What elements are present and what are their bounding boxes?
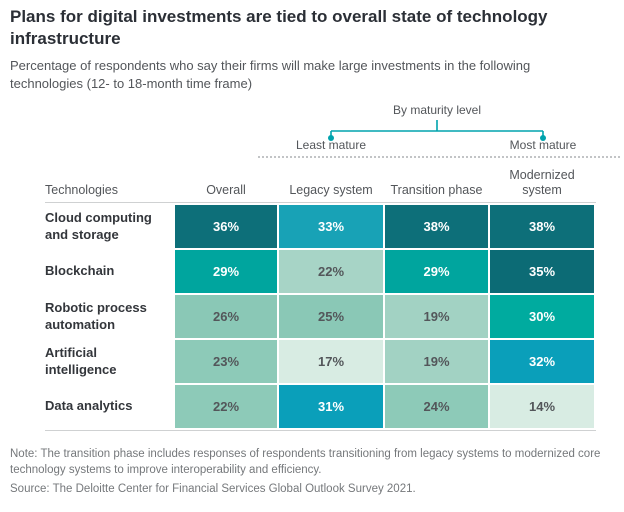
- heatmap-cell: 26%: [175, 295, 277, 338]
- column-header-legacy-system: Legacy system: [289, 183, 373, 198]
- figure-subtitle: Percentage of respondents who say their …: [10, 58, 531, 92]
- dotted-divider: [258, 156, 620, 158]
- heatmap-cell: 24%: [385, 385, 488, 428]
- heatmap-cell: 29%: [385, 250, 488, 293]
- heatmap-cell: 31%: [279, 385, 383, 428]
- heatmap-cell: 32%: [490, 340, 594, 383]
- column-header-technologies: Technologies: [45, 183, 118, 198]
- heatmap-cell: 36%: [175, 205, 277, 248]
- heatmap-cell: 38%: [490, 205, 594, 248]
- maturity-bracket-label: By maturity level: [392, 103, 482, 117]
- column-header-transition-phase: Transition phase: [390, 183, 483, 198]
- technology-label: Cloud computing and storage: [45, 210, 152, 242]
- heatmap-cell: 22%: [279, 250, 383, 293]
- column-header-overall: Overall: [206, 183, 246, 198]
- heatmap-cell: 23%: [175, 340, 277, 383]
- technology-label: Robotic process automation: [45, 300, 147, 332]
- heatmap-cell: 35%: [490, 250, 594, 293]
- least-mature-label: Least mature: [295, 138, 367, 152]
- heatmap-cell: 25%: [279, 295, 383, 338]
- heatmap-cell: 17%: [279, 340, 383, 383]
- heatmap-cell: 22%: [175, 385, 277, 428]
- heatmap-cell: 14%: [490, 385, 594, 428]
- heatmap-body: Cloud computing and storage 36% 33% 38% …: [45, 205, 596, 428]
- footnote: Note: The transition phase includes resp…: [10, 448, 601, 476]
- technology-label: Artificial intelligence: [45, 345, 117, 377]
- table-bottom-border: [45, 430, 596, 431]
- heatmap-cell: 19%: [385, 295, 488, 338]
- heatmap-table: Technologies Overall Legacy system Trans…: [45, 163, 596, 431]
- heatmap-cell: 19%: [385, 340, 488, 383]
- heatmap-cell: 29%: [175, 250, 277, 293]
- technology-label: Blockchain: [45, 263, 115, 279]
- column-header-modernized-system: Modernized system: [509, 167, 575, 198]
- most-mature-label: Most mature: [509, 138, 577, 152]
- heatmap-cell: 38%: [385, 205, 488, 248]
- page-title: Plans for digital investments are tied t…: [10, 7, 548, 49]
- source-line: Source: The Deloitte Center for Financia…: [10, 483, 416, 495]
- heatmap-cell: 33%: [279, 205, 383, 248]
- heatmap-cell: 30%: [490, 295, 594, 338]
- heatmap-header-row: Technologies Overall Legacy system Trans…: [45, 163, 596, 203]
- maturity-bracket-line-icon: [328, 120, 546, 141]
- technology-label: Data analytics: [45, 398, 133, 414]
- maturity-bracket: By maturity level Least mature Most matu…: [0, 100, 624, 160]
